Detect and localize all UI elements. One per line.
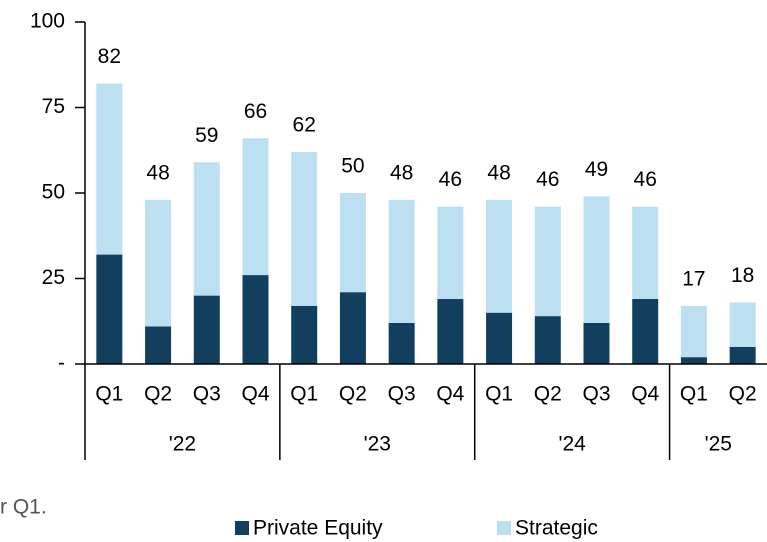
bar-segment [193, 295, 220, 364]
x-tick-label: Q3 [388, 383, 416, 406]
bar-segment [486, 312, 513, 364]
bar-segment [729, 346, 756, 364]
y-tick-label: 100 [30, 10, 65, 33]
bar-segment [339, 292, 366, 364]
group-label: '23 [364, 433, 391, 456]
bar-segment [534, 316, 561, 364]
y-tick-label: 25 [42, 266, 65, 289]
bar-segment [388, 199, 415, 323]
group-label: '22 [169, 433, 196, 456]
x-tick-label: Q2 [339, 383, 367, 406]
legend-label: Private Equity [253, 517, 383, 540]
data-label: 46 [634, 168, 657, 191]
y-tick-label: 50 [42, 181, 65, 204]
bar-segment [242, 138, 269, 276]
data-label: 66 [244, 100, 267, 123]
data-label: 49 [585, 158, 608, 181]
data-label: 46 [536, 168, 559, 191]
bar-segment [145, 199, 172, 327]
bar-segment [437, 206, 464, 300]
x-tick-label: Q2 [534, 383, 562, 406]
bar-segment [96, 254, 123, 364]
x-tick-label: Q2 [729, 383, 757, 406]
data-label: 82 [98, 45, 121, 68]
data-label: 48 [146, 161, 169, 184]
data-label: 18 [731, 264, 754, 287]
x-tick-label: Q3 [582, 383, 610, 406]
y-tick-label: 75 [42, 95, 65, 118]
bar-segment [388, 322, 415, 364]
x-tick-label: Q1 [290, 383, 318, 406]
x-tick-label: Q3 [193, 383, 221, 406]
group-label: '24 [558, 433, 586, 456]
data-label: 17 [682, 267, 705, 290]
bar-segment [339, 193, 366, 293]
bar-segment [486, 199, 513, 313]
bar-segment [291, 305, 318, 364]
bar-segment [145, 326, 172, 364]
bar-segment [632, 299, 659, 364]
bar-segment [583, 322, 610, 364]
x-tick-label: Q1 [680, 383, 708, 406]
bar-segment [242, 275, 269, 364]
x-tick-label: Q2 [144, 383, 172, 406]
y-tick-label: - [58, 352, 65, 375]
x-tick-label: Q4 [631, 383, 659, 406]
x-tick-label: Q1 [95, 383, 123, 406]
note: r Q1. [0, 496, 47, 519]
legend-swatch [497, 521, 511, 535]
data-label: 48 [390, 161, 413, 184]
legend-swatch [235, 521, 249, 535]
x-tick-label: Q4 [241, 383, 269, 406]
bar-segment [729, 302, 756, 347]
data-label: 46 [439, 168, 462, 191]
x-tick-label: Q4 [436, 383, 464, 406]
bar-segment [583, 196, 610, 323]
group-label: '25 [705, 433, 732, 456]
legend-label: Strategic [515, 517, 598, 540]
bar-segment [632, 206, 659, 300]
bar-segment [680, 357, 707, 364]
bar-segment [193, 162, 220, 296]
bar-segment [534, 206, 561, 317]
data-label: 50 [341, 155, 364, 178]
bar-segment [96, 83, 123, 255]
bar-segment [291, 151, 318, 306]
bar-segment [437, 299, 464, 364]
x-tick-label: Q1 [485, 383, 513, 406]
data-label: 48 [487, 161, 510, 184]
data-label: 59 [195, 124, 218, 147]
data-label: 62 [293, 114, 316, 137]
bar-segment [680, 305, 707, 358]
